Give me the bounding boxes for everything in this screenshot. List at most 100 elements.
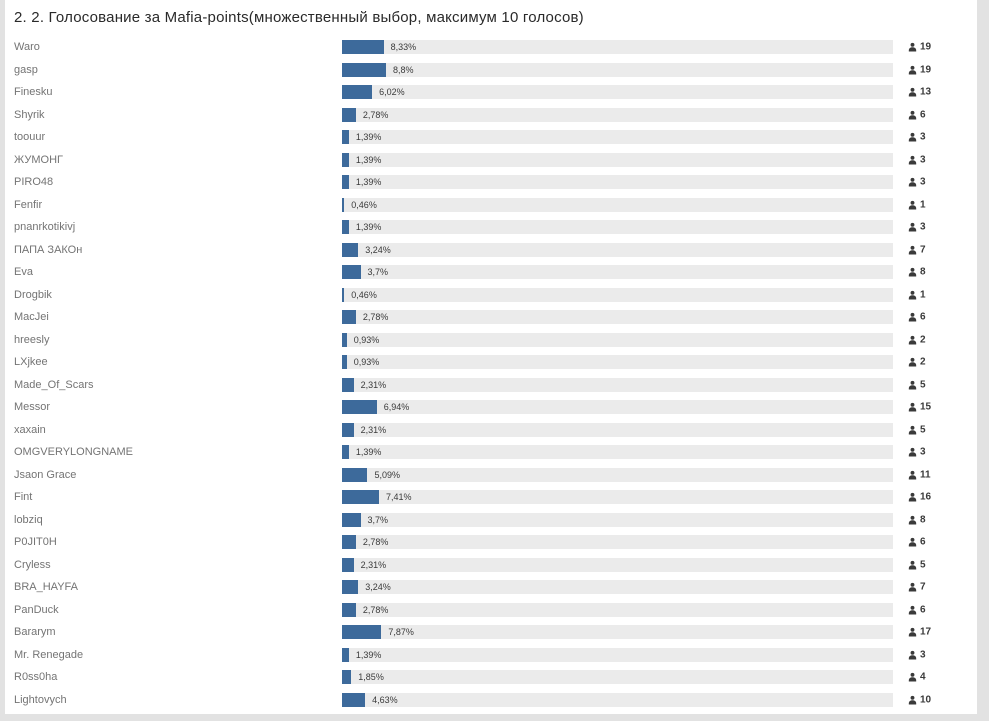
option-name: Jsaon Grace [14, 468, 77, 481]
option-percent: 2,78% [362, 312, 389, 322]
person-icon [908, 403, 917, 412]
vote-count: 7 [920, 581, 926, 593]
vote-count: 8 [920, 514, 926, 526]
option-bar [342, 242, 359, 257]
person-icon [908, 43, 917, 52]
poll-option-row: Fint 7,41% 16 [5, 486, 977, 509]
option-name: OMGVERYLONGNAME [14, 446, 133, 459]
option-bar-track: 1,39% [342, 175, 893, 189]
option-votes: 10 [908, 694, 931, 705]
option-name: pnanrkotikivj [14, 221, 76, 234]
vote-count: 13 [920, 86, 932, 98]
option-percent: 1,85% [358, 672, 384, 682]
option-bar [342, 220, 349, 234]
option-name: MacJei [14, 311, 49, 324]
option-bar [342, 377, 354, 392]
option-bar-track: 2,31% [342, 422, 893, 437]
option-percent: 1,39% [355, 154, 382, 165]
option-name: Lightovych [14, 693, 67, 706]
poll-option-row: PIRO48 1,39% 3 [5, 171, 977, 194]
option-bar-track: 7,41% [342, 490, 893, 504]
vote-count: 5 [920, 379, 926, 391]
option-name: xaxain [14, 423, 46, 436]
option-votes: 3 [908, 222, 926, 233]
option-votes: 5 [908, 379, 926, 390]
person-icon [908, 65, 917, 75]
vote-count: 1 [920, 289, 926, 301]
poll-option-row: ПАПА ЗАКОн 3,24% 7 [5, 239, 977, 262]
option-votes: 8 [908, 514, 926, 525]
poll-option-row: Waro 8,33% 19 [5, 36, 977, 59]
person-icon [908, 695, 917, 705]
option-bar-track: 1,39% [342, 152, 893, 167]
option-votes: 3 [908, 177, 926, 188]
option-percent: 4,63% [372, 694, 398, 705]
option-bar [342, 152, 349, 167]
option-bar-track: 3,24% [342, 242, 893, 257]
option-percent: 2,31% [360, 424, 387, 435]
option-name: Cryless [14, 558, 51, 571]
option-percent: 3,7% [367, 514, 389, 525]
vote-count: 2 [920, 334, 926, 346]
option-name: hreesly [14, 333, 50, 346]
option-votes: 19 [908, 64, 931, 75]
option-bar-track: 0,93% [342, 332, 893, 347]
option-name: P0JIT0H [14, 536, 57, 549]
poll-option-row: xaxain 2,31% 5 [5, 419, 977, 442]
option-percent: 0,46% [351, 289, 377, 300]
person-icon [908, 515, 917, 525]
person-icon [908, 155, 917, 165]
vote-count: 6 [920, 536, 926, 548]
option-name: LXjkee [14, 356, 48, 369]
option-percent: 2,78% [362, 537, 389, 547]
poll-option-row: BRA_HAYFA 3,24% 7 [5, 576, 977, 599]
option-bar [342, 130, 349, 144]
vote-count: 5 [920, 424, 926, 436]
option-bar [342, 85, 373, 99]
option-bar [342, 535, 356, 549]
option-bar-track: 1,39% [342, 130, 893, 144]
option-name: toouur [14, 131, 46, 144]
poll-option-row: P0JIT0H 2,78% 6 [5, 531, 977, 554]
person-icon [908, 245, 917, 255]
person-icon [908, 628, 917, 637]
person-icon [908, 538, 917, 547]
option-percent: 1,39% [355, 649, 382, 660]
option-bar-track: 0,46% [342, 197, 893, 212]
option-bar [342, 625, 382, 639]
option-bar-track: 4,63% [342, 692, 893, 707]
poll-option-row: Shyrik 2,78% 6 [5, 104, 977, 127]
option-percent: 7,87% [388, 627, 414, 637]
option-votes: 5 [908, 559, 926, 570]
option-name: Fint [14, 491, 33, 504]
person-icon [908, 313, 917, 322]
option-bar [342, 265, 361, 279]
vote-count: 16 [920, 491, 932, 503]
option-bar [342, 310, 356, 324]
option-votes: 2 [908, 334, 926, 345]
person-icon [908, 88, 917, 97]
option-bar [342, 332, 347, 347]
vote-count: 7 [920, 244, 926, 256]
option-bar-track: 1,39% [342, 647, 893, 662]
option-bar-track: 3,7% [342, 265, 893, 279]
option-votes: 1 [908, 199, 926, 210]
person-icon [908, 650, 917, 660]
option-name: Fenfir [14, 198, 43, 211]
option-percent: 1,39% [355, 132, 382, 142]
option-votes: 3 [908, 154, 926, 165]
poll-title: 2. 2. Голосование за Mafia-points(множес… [14, 9, 584, 26]
poll-option-row: Mr. Renegade 1,39% 3 [5, 644, 977, 667]
option-bar-track: 3,7% [342, 512, 893, 527]
option-bar [342, 647, 349, 662]
option-percent: 1,39% [355, 447, 382, 457]
poll-option-row: Drogbik 0,46% 1 [5, 284, 977, 307]
person-icon [908, 583, 917, 592]
vote-count: 3 [920, 221, 926, 233]
option-percent: 5,09% [374, 469, 401, 480]
option-bar [342, 62, 386, 77]
option-bar [342, 580, 359, 594]
person-icon [908, 605, 917, 615]
option-percent: 8,33% [390, 42, 417, 52]
poll-option-row: lobziq 3,7% 8 [5, 509, 977, 532]
